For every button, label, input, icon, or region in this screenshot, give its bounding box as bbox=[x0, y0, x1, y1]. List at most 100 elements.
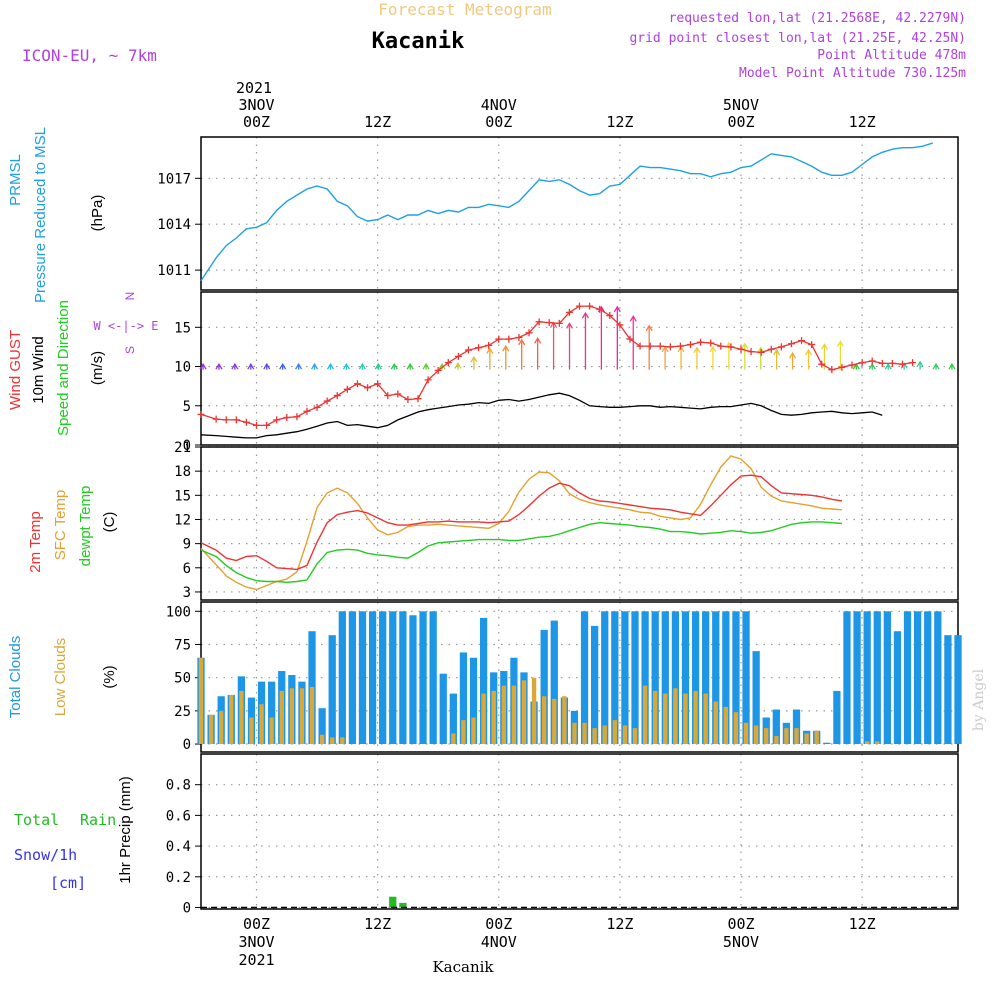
requested-coords: requested lon,lat (21.2568E, 42.2279N) bbox=[669, 11, 966, 26]
cloud-label-low: Low Clouds bbox=[52, 638, 69, 716]
wind-arrow-head bbox=[358, 362, 366, 370]
y-tick-label: 0.4 bbox=[166, 839, 191, 855]
y-tick-label: 12 bbox=[174, 512, 191, 528]
top-hour-label: 00Z bbox=[485, 113, 512, 131]
total-cloud-bar bbox=[580, 611, 589, 745]
low-cloud-bar bbox=[491, 690, 496, 745]
low-cloud-bar bbox=[572, 722, 577, 745]
low-cloud-bar bbox=[531, 677, 537, 745]
bottom-date-label: 4NOV bbox=[481, 933, 517, 951]
total-cloud-bar bbox=[903, 611, 912, 745]
wind-arrow-head bbox=[613, 305, 621, 313]
dewpt-line bbox=[200, 521, 842, 584]
gust-marker bbox=[197, 410, 205, 418]
total-cloud-bar bbox=[833, 690, 841, 745]
y-tick-label: 0.2 bbox=[166, 870, 191, 886]
top-hour-label: 12Z bbox=[606, 113, 633, 131]
pressure-line bbox=[200, 142, 934, 282]
y-tick-label: 0.6 bbox=[166, 808, 191, 824]
gust-marker bbox=[313, 403, 321, 411]
closest-coords: grid point closest lon,lat (21.25E, 42.2… bbox=[629, 31, 966, 46]
wind-arrow-head bbox=[709, 345, 717, 353]
wind-arrow-head bbox=[534, 337, 542, 344]
y-tick-label: 0 bbox=[183, 900, 191, 916]
total-cloud-bar bbox=[944, 635, 952, 745]
wind-arrow-head bbox=[804, 348, 813, 356]
precip-panel: 0 0.2 0.4 0.6 0.8 1hr Precip (mm) Total RainSno… bbox=[14, 753, 959, 916]
total-cloud-bar bbox=[722, 611, 730, 745]
total-cloud-bar bbox=[732, 611, 740, 745]
top-hour-label: 12Z bbox=[849, 113, 876, 131]
bottom-hour-label: 00Z bbox=[243, 915, 270, 933]
gust-marker bbox=[858, 359, 866, 367]
wind-arrow-head bbox=[773, 348, 781, 356]
station-title: Kacanik bbox=[372, 29, 465, 54]
temp-label-sfc: SFC Temp bbox=[52, 490, 69, 561]
y-tick-label: 1017 bbox=[157, 171, 191, 187]
low-cloud-bar bbox=[804, 733, 809, 745]
total-cloud-bar bbox=[772, 709, 780, 745]
wind-arrow-head bbox=[247, 362, 255, 370]
temperature-panel: 3 6 9 12 15 18 21 2m Temp SFC Temp dewpt Temp (C) bbox=[27, 440, 959, 601]
low-cloud-bar bbox=[269, 717, 274, 745]
gust-marker bbox=[212, 415, 220, 423]
panel-frame bbox=[200, 753, 959, 910]
total-cloud-bar bbox=[540, 629, 548, 745]
gust-marker bbox=[848, 361, 856, 369]
total-cloud-bar bbox=[843, 611, 851, 745]
forecast-label: Forecast Meteogram bbox=[378, 0, 551, 19]
rain-bar bbox=[389, 896, 397, 908]
total-cloud-bar bbox=[268, 681, 276, 745]
top-year: 2021 bbox=[236, 79, 272, 97]
wind-arrow-head bbox=[295, 362, 303, 370]
gust-marker bbox=[434, 366, 442, 374]
low-cloud-bar bbox=[451, 733, 456, 745]
total-cloud-bar bbox=[631, 611, 639, 745]
total-cloud-bar bbox=[913, 611, 922, 745]
low-cloud-bar bbox=[319, 734, 325, 745]
low-cloud-bar bbox=[622, 725, 628, 745]
low-cloud-bar bbox=[239, 690, 244, 745]
low-cloud-bar bbox=[794, 728, 799, 745]
y-tick-label: 0 bbox=[183, 438, 191, 454]
top-time-axis: 00Z 12Z 00Z 12Z 00Z 12Z 3NOV 4NOV 5NOV bbox=[238, 96, 875, 131]
gust-marker bbox=[878, 359, 886, 367]
pressure-unit: (hPa) bbox=[89, 195, 106, 232]
total-cloud-bar bbox=[379, 611, 387, 745]
wind-speed-line bbox=[200, 392, 883, 439]
gust-marker bbox=[636, 342, 644, 350]
total-cloud-bar bbox=[429, 611, 437, 745]
wind-arrow-head bbox=[390, 362, 398, 370]
gust-marker bbox=[505, 335, 513, 343]
wind-label-direction: Speed and Direction bbox=[55, 300, 72, 436]
wind-arrow-head bbox=[789, 351, 797, 359]
gust-marker bbox=[545, 319, 553, 327]
wind-arrow-head bbox=[263, 362, 271, 370]
point-altitude: Point Altitude 478m bbox=[817, 48, 966, 63]
low-cloud-bar bbox=[733, 712, 739, 745]
gust-marker bbox=[767, 345, 775, 353]
low-cloud-bar bbox=[340, 737, 345, 745]
low-cloud-bar bbox=[713, 701, 718, 745]
low-cloud-bar bbox=[784, 728, 789, 745]
cloud-unit: (%) bbox=[101, 665, 118, 688]
gust-marker bbox=[676, 342, 684, 350]
total-cloud-bar bbox=[883, 611, 891, 745]
total-cloud-bar bbox=[399, 611, 407, 745]
gust-marker bbox=[616, 321, 624, 329]
gust-marker bbox=[596, 305, 604, 313]
gust-marker bbox=[868, 357, 876, 365]
gust-marker bbox=[515, 334, 523, 342]
gust-marker bbox=[757, 348, 765, 356]
total-cloud-bar bbox=[621, 611, 629, 745]
gust-marker bbox=[697, 338, 705, 346]
gust-marker bbox=[646, 342, 654, 350]
bottom-hour-label: 00Z bbox=[727, 915, 754, 933]
low-cloud-bar bbox=[723, 706, 729, 745]
low-cloud-bar bbox=[764, 728, 769, 745]
low-cloud-bar bbox=[299, 688, 305, 745]
wind-unit: (m/s) bbox=[89, 351, 106, 385]
wind-arrow-head bbox=[326, 362, 335, 370]
gust-marker bbox=[777, 343, 785, 351]
gust-marker bbox=[323, 397, 331, 405]
